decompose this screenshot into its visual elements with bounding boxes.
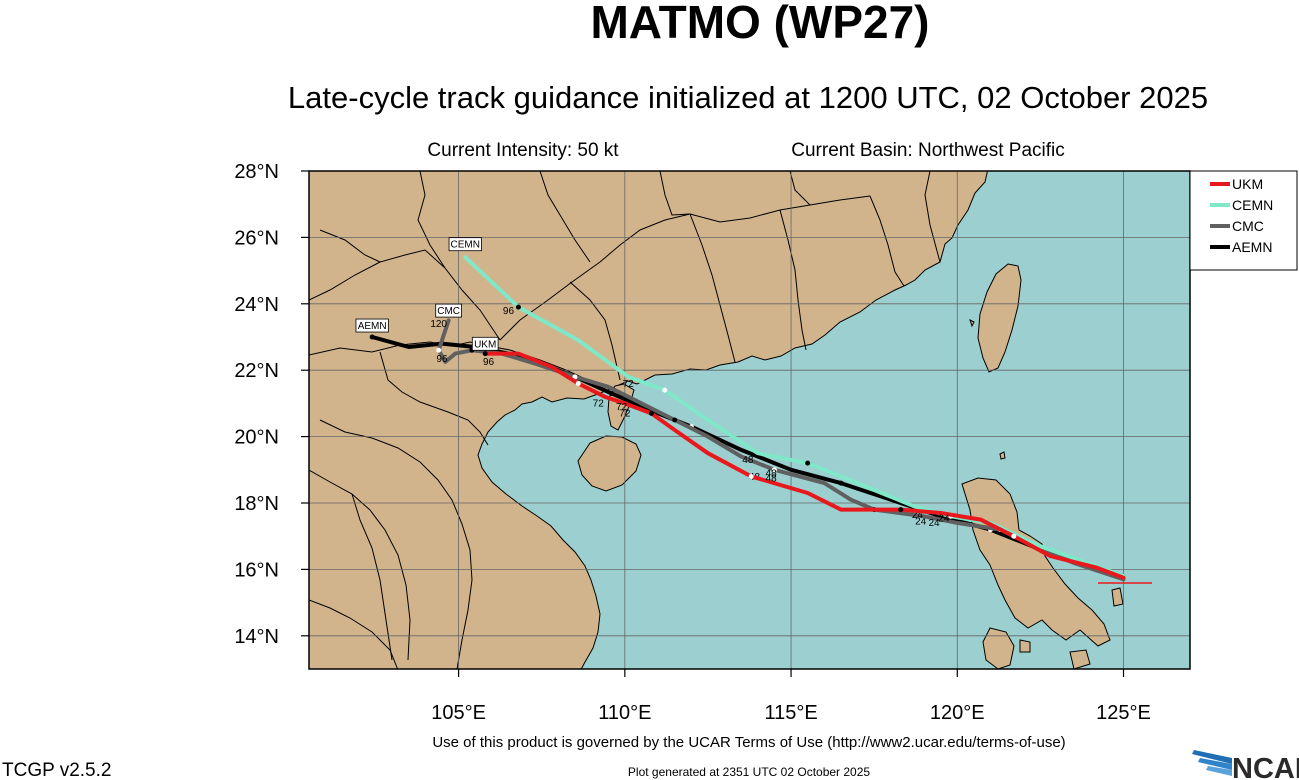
penghu-island	[969, 319, 975, 328]
legend-label-aemn: AEMN	[1232, 239, 1272, 255]
track-point	[515, 304, 521, 310]
ncar-logo-text: NCAR	[1232, 753, 1299, 780]
legend-label-ukm: UKM	[1232, 176, 1263, 192]
land-masses	[309, 171, 1124, 669]
mindoro-island	[982, 627, 1015, 669]
lat-tick-label: 14°N	[234, 626, 279, 648]
chart-subtitle: Late-cycle track guidance initialized at…	[288, 80, 1208, 115]
track-end-label-box	[355, 318, 389, 333]
forecast-hour-label: 48	[742, 455, 754, 466]
track-line-cmc	[436, 318, 1126, 582]
forecast-hour-label: 24	[938, 513, 950, 524]
forecast-hour-label: 72	[619, 409, 631, 420]
forecast-hour-label: 48	[766, 468, 778, 479]
lat-tick-label: 16°N	[234, 559, 279, 581]
lon-tick-label: 110°E	[598, 702, 651, 724]
track-cmc: 24 48 72 96 120 CMC	[430, 303, 1126, 582]
marinduque-island	[1019, 639, 1031, 653]
forecast-hour-label: 24	[912, 510, 924, 521]
lon-tick-label: 105°E	[431, 702, 486, 724]
map-panel: 24 48 72 96 AEMN 24 48 72 96 120 CMC 24 48 72 96 CEMN 24…	[309, 171, 1190, 669]
lon-tick-label: 115°E	[764, 702, 817, 724]
catanduanes-island	[1111, 587, 1124, 607]
ncar-logo: NCAR	[1192, 750, 1299, 780]
luzon-island	[961, 477, 1111, 647]
track-end-label-box	[448, 237, 482, 252]
map-axes: 105°E 110°E 115°E 120°E 125°E 14°N 16°N 18°N 20°…	[234, 161, 1151, 724]
forecast-hour-label: 72	[623, 379, 635, 390]
track-point	[662, 387, 668, 393]
track-end-label: UKM	[474, 339, 496, 350]
forecast-hour-label: 96	[503, 306, 515, 317]
track-ukm: 24 48 72 UKM	[471, 336, 1126, 580]
legend: UKM CEMN CMC AEMN	[1189, 170, 1298, 271]
track-point	[575, 380, 581, 386]
track-point	[771, 467, 777, 473]
track-point	[572, 374, 578, 380]
track-end-label: CEMN	[451, 240, 480, 251]
lon-tick-label: 125°E	[1096, 702, 1151, 724]
current-basin: Current Basin: Northwest Pacific	[791, 140, 1065, 161]
forecast-hour-label: 24	[928, 518, 940, 529]
terms-of-use: Use of this product is governed by the U…	[432, 734, 1065, 751]
legend-box	[1189, 170, 1298, 271]
legend-label-cmc: CMC	[1232, 218, 1264, 234]
ncar-logo-mark	[1192, 750, 1232, 776]
track-point	[805, 460, 811, 466]
lon-tick-label: 120°E	[930, 702, 985, 724]
track-end-label-box	[435, 303, 462, 318]
forecast-hour-label: 120	[430, 319, 447, 330]
track-point	[898, 507, 904, 513]
lat-tick-label: 24°N	[234, 294, 279, 316]
track-end-label-box	[471, 336, 499, 351]
lat-tick-label: 26°N	[234, 227, 279, 249]
current-intensity: Current Intensity: 50 kt	[427, 140, 619, 161]
batanes-island	[999, 451, 1006, 460]
track-point	[369, 334, 375, 340]
track-point	[648, 410, 654, 416]
forecast-hour-label: 96	[436, 354, 448, 365]
model-tracks: 24 48 72 96 AEMN 24 48 72 96 120 CMC 24 48 72 96 CEMN 24…	[355, 237, 1126, 582]
track-point	[748, 473, 754, 479]
map-frame	[308, 170, 1191, 670]
chart-title: MATMO (WP27)	[590, 0, 929, 48]
forecast-hour-label: 48	[766, 473, 778, 484]
lat-tick-label: 18°N	[234, 493, 279, 515]
lat-tick-label: 28°N	[234, 161, 279, 183]
lat-tick-label: 22°N	[234, 360, 279, 382]
track-point	[838, 480, 844, 486]
lat-tick-label: 20°N	[234, 427, 279, 449]
forecast-hour-label: 72	[593, 399, 605, 410]
plot-generated: Plot generated at 2351 UTC 02 October 20…	[628, 765, 870, 779]
track-point	[672, 417, 678, 423]
track-point	[609, 390, 615, 396]
track-end-label: CMC	[437, 306, 460, 317]
legend-label-cemn: CEMN	[1232, 197, 1273, 213]
masbate-island	[1069, 649, 1091, 669]
track-point	[1011, 533, 1017, 539]
track-point	[482, 351, 488, 357]
forecast-hour-label: 24	[915, 517, 927, 528]
track-end-label: AEMN	[358, 321, 387, 332]
version-label: TCGP v2.5.2	[2, 760, 111, 780]
forecast-hour-label: 96	[483, 357, 495, 368]
forecast-hour-label: 72	[616, 402, 628, 413]
track-point	[436, 347, 442, 353]
